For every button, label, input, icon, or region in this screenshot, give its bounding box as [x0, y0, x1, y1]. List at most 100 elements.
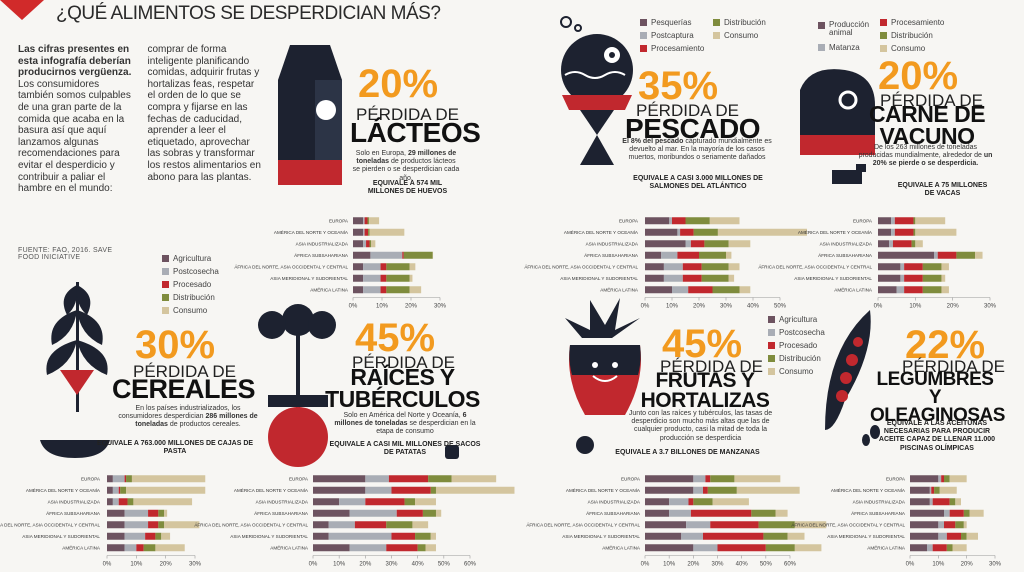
x-tick-label: 0%	[103, 562, 112, 568]
bar-segment	[894, 228, 914, 236]
bar-segment	[688, 286, 713, 294]
bar-segment	[765, 544, 795, 552]
bar-segment	[155, 532, 162, 540]
text-run: de productos cereales.	[167, 421, 241, 429]
bar-segment	[412, 521, 429, 529]
food-name: RAÍCES Y TUBÉRCULOS	[325, 364, 480, 412]
bar-segment	[380, 286, 387, 294]
text-run: Junto con las raíces y tubérculos, las t…	[628, 410, 773, 442]
bar-segment	[363, 240, 367, 248]
x-tick-label: 10%	[130, 562, 143, 568]
bar-segment	[353, 286, 364, 294]
bar-segment	[938, 532, 947, 540]
category-label: ÁFRICA SUBSAHARIANA	[294, 252, 349, 258]
bar-segment	[934, 251, 938, 259]
food-name: FRUTAS Y HORTALIZAS	[640, 369, 770, 412]
category-label: ÁFRICA DEL NORTE, ASIA OCCIDENTAL Y CENT…	[0, 522, 100, 528]
bar-segment	[363, 286, 381, 294]
bar-segment	[669, 217, 672, 225]
bar-segment	[910, 475, 939, 483]
category-label: EUROPA	[619, 219, 639, 224]
bar-segment	[941, 475, 944, 483]
equivalence: EQUIVALE A CASI MIL MILLONES DE SACOS DE…	[329, 441, 481, 457]
bar-segment	[409, 274, 413, 282]
category-label: AMÉRICA DEL NORTE Y OCEANÍA	[234, 487, 309, 493]
bar-segment	[124, 544, 137, 552]
legend-swatch	[640, 45, 647, 52]
bar-segment	[107, 532, 125, 540]
x-tick-label: 0%	[349, 304, 358, 310]
legend-swatch	[162, 268, 169, 275]
bar-segment	[645, 509, 670, 517]
legend-label: Producción animal	[829, 20, 870, 37]
bar-segment	[900, 263, 905, 271]
bar-segment	[736, 486, 800, 494]
text-run: De los 263 millones de toneladas produci…	[858, 144, 984, 160]
bar-segment	[363, 217, 365, 225]
bar-segment	[107, 509, 125, 517]
category-label: ASIA INDUSTRIALIZADA	[853, 500, 906, 505]
bar-segment	[143, 544, 156, 552]
bar-segment	[693, 486, 703, 494]
legend-label: Distribución	[724, 18, 766, 27]
percent: 35%	[638, 64, 719, 108]
x-tick-label: 10%	[376, 304, 389, 310]
bar-segment	[728, 274, 735, 282]
legend-swatch	[640, 19, 647, 26]
x-tick-label: 10%	[663, 562, 676, 568]
bar-segment	[910, 498, 930, 506]
bar-segment	[699, 251, 726, 259]
bar-segment	[963, 509, 970, 517]
bar-segment	[370, 240, 376, 248]
category-label: ASIA INDUSTRIALIZADA	[586, 242, 639, 247]
category-label: EUROPA	[81, 477, 101, 482]
bar-segment	[107, 486, 113, 494]
bar-segment	[368, 217, 380, 225]
percent: 20%	[878, 54, 959, 98]
bar-segment	[369, 228, 405, 236]
x-tick-label: 60%	[464, 562, 477, 568]
category-label: ASIA INDUSTRIALIZADA	[256, 500, 309, 505]
bar-segment	[904, 286, 923, 294]
bar-segment	[313, 486, 366, 494]
x-tick-label: 30%	[385, 562, 398, 568]
bar-segment	[428, 475, 452, 483]
bar-segment	[158, 521, 165, 529]
description: En los países industrializados, los cons…	[118, 405, 258, 430]
loss-label: PÉRDIDA DE	[352, 353, 455, 372]
bar-segment	[946, 532, 961, 540]
bar-segment	[677, 228, 681, 236]
bar-segment	[415, 498, 436, 506]
cereal-icon	[40, 282, 110, 458]
root-icon	[258, 304, 459, 467]
bar-segment	[353, 228, 364, 236]
bar-segment	[645, 486, 694, 494]
title: ¿QUÉ ALIMENTOS SE DESPERDICIAN MÁS?	[56, 3, 441, 24]
bar-segment	[705, 475, 711, 483]
bar-segment	[949, 509, 964, 517]
legend-label: Procesamiento	[651, 44, 705, 53]
x-tick-label: 10%	[932, 562, 945, 568]
bar-segment	[910, 521, 939, 529]
legend-swatch	[880, 19, 887, 26]
bar-segment	[961, 532, 967, 540]
bar-segment	[672, 217, 686, 225]
legend-swatch	[640, 32, 647, 39]
bar-segment	[728, 240, 751, 248]
legend-label: Procesado	[173, 280, 212, 289]
bar-segment	[693, 498, 713, 506]
description: De los 263 millones de toneladas produci…	[858, 144, 993, 169]
bar-segment	[645, 544, 694, 552]
bar-segment	[663, 263, 683, 271]
bar-segment	[145, 532, 156, 540]
bar-segment	[349, 509, 397, 517]
category-label: AMÉRICA LATINA	[270, 545, 309, 551]
bar-segment	[955, 521, 964, 529]
bar-segment	[107, 544, 125, 552]
bar-segment	[891, 217, 895, 225]
equivalence: EQUIVALE A 763.000 MILLONES DE CAJAS DE …	[96, 440, 254, 456]
text-run: Los consumidores también somos culpables…	[18, 44, 261, 195]
bar-segment	[131, 475, 206, 483]
category-label: ASIA MERIDIONAL Y SUDORIENTAL	[560, 276, 638, 281]
loss-label: PÉRDIDA DE	[356, 105, 459, 124]
